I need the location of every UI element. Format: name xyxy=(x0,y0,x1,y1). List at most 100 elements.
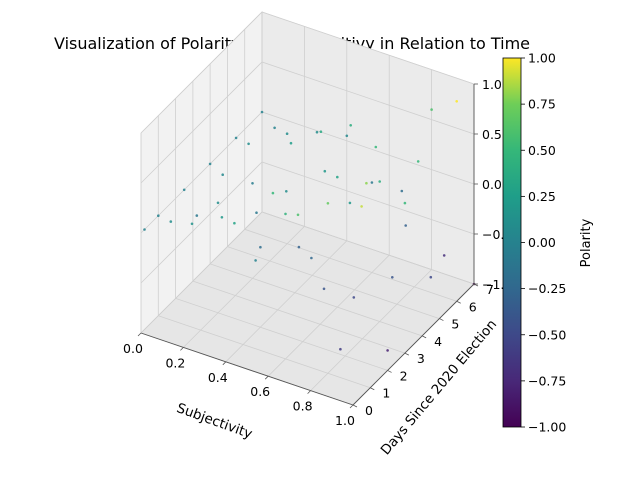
data-point xyxy=(271,191,275,195)
data-point xyxy=(374,145,378,149)
data-point xyxy=(429,275,433,279)
x-tick-mark xyxy=(264,375,269,380)
y-tick-mark xyxy=(387,370,392,373)
y-tick-label: 7 xyxy=(486,282,494,297)
data-point xyxy=(386,349,389,352)
data-point xyxy=(285,132,289,135)
data-point xyxy=(430,108,433,111)
data-point xyxy=(169,220,173,223)
grid-line-z xyxy=(140,61,475,184)
data-point xyxy=(352,296,356,299)
colorbar-tick-label: 0.75 xyxy=(528,97,556,112)
data-point xyxy=(182,188,186,192)
colorbar-gradient xyxy=(502,57,522,428)
data-point xyxy=(220,216,224,219)
colorbar-tick-label: 0.00 xyxy=(528,235,556,250)
grid-line-z xyxy=(140,11,475,134)
data-point xyxy=(378,180,382,183)
data-point xyxy=(339,347,342,351)
data-point xyxy=(315,130,319,134)
data-point xyxy=(403,201,407,205)
data-point xyxy=(310,256,313,260)
data-point xyxy=(297,245,301,249)
grid-line-z xyxy=(140,211,475,334)
x-tick-label: 0.6 xyxy=(250,384,270,399)
data-point xyxy=(255,211,258,214)
data-point xyxy=(157,214,160,217)
x-tick-mark xyxy=(137,332,142,337)
x-axis-line xyxy=(140,332,354,406)
data-point xyxy=(284,212,287,216)
grid-line-z xyxy=(140,161,475,284)
data-point xyxy=(404,224,408,227)
colorbar-tick-label: −0.75 xyxy=(528,373,566,388)
x-tick-mark xyxy=(307,390,311,394)
y-tick-mark xyxy=(404,352,410,356)
data-point xyxy=(296,213,300,217)
data-point xyxy=(254,259,257,262)
data-point xyxy=(234,136,238,140)
data-point xyxy=(216,201,220,205)
y-tick-label: 2 xyxy=(400,368,408,383)
data-point xyxy=(322,287,326,291)
x-tick-mark xyxy=(180,347,184,351)
data-point xyxy=(260,110,264,114)
colorbar-ticks: 1.00 0.75 0.50 0.25 0.00 −0.25 −0.50 −0.75 −1.00 xyxy=(521,51,566,435)
colorbar-tick-label: 1.00 xyxy=(528,51,556,66)
data-point xyxy=(345,134,349,138)
y-axis-line xyxy=(352,283,475,406)
z-tick-label: 0.0 xyxy=(482,177,502,192)
colorbar-tick-label: 0.50 xyxy=(528,143,556,158)
data-point xyxy=(323,169,327,173)
colorbar: 1.00 0.75 0.50 0.25 0.00 −0.25 −0.50 −0.75 −1.00… xyxy=(502,51,594,435)
data-point xyxy=(273,126,276,130)
data-point xyxy=(233,221,236,225)
data-point xyxy=(289,141,293,145)
data-point xyxy=(319,130,323,133)
colorbar-tick-label: −0.50 xyxy=(528,327,566,342)
data-point xyxy=(348,201,352,205)
colorbar-tick-label: −1.00 xyxy=(528,420,566,435)
y-tick-mark xyxy=(439,318,444,321)
data-point xyxy=(190,222,194,226)
y-tick-label: 3 xyxy=(417,351,425,366)
y-tick-label: 6 xyxy=(469,299,477,314)
data-point xyxy=(391,276,394,279)
y-tick-mark xyxy=(421,335,427,339)
y-tick-mark xyxy=(456,300,461,304)
x-tick-label: 1.0 xyxy=(335,413,355,428)
data-point xyxy=(221,173,224,176)
y-tick-label: 5 xyxy=(451,317,459,332)
data-point xyxy=(285,190,288,193)
colorbar-tick-label: −0.25 xyxy=(528,281,566,296)
y-tick-mark xyxy=(370,387,375,391)
x-tick-label: 0.2 xyxy=(165,355,185,370)
z-tick-label: 1.0 xyxy=(482,77,502,92)
data-point xyxy=(442,254,446,257)
x-tick-label: 0.0 xyxy=(123,341,143,356)
data-point xyxy=(326,202,330,205)
colorbar-label: Polarity xyxy=(579,218,594,267)
data-point xyxy=(365,181,368,185)
data-point xyxy=(251,182,254,185)
x-tick-label: 0.8 xyxy=(293,399,313,414)
x-tick-mark xyxy=(222,361,227,366)
y-tick-label: 0 xyxy=(365,403,373,418)
data-point xyxy=(360,205,363,208)
data-point xyxy=(455,100,459,103)
data-point xyxy=(143,228,146,231)
data-point xyxy=(195,214,199,217)
colorbar-tick-label: 0.25 xyxy=(528,189,556,204)
data-point xyxy=(247,142,250,146)
data-point xyxy=(400,189,404,193)
y-tick-label: 4 xyxy=(434,334,442,349)
x-tick-label: 0.4 xyxy=(208,370,228,385)
x-tick-mark xyxy=(349,404,354,409)
data-point xyxy=(349,124,353,127)
y-tick-label: 1 xyxy=(382,386,390,401)
data-point xyxy=(259,245,262,249)
data-point xyxy=(370,181,374,184)
y-tick-mark xyxy=(352,404,358,408)
